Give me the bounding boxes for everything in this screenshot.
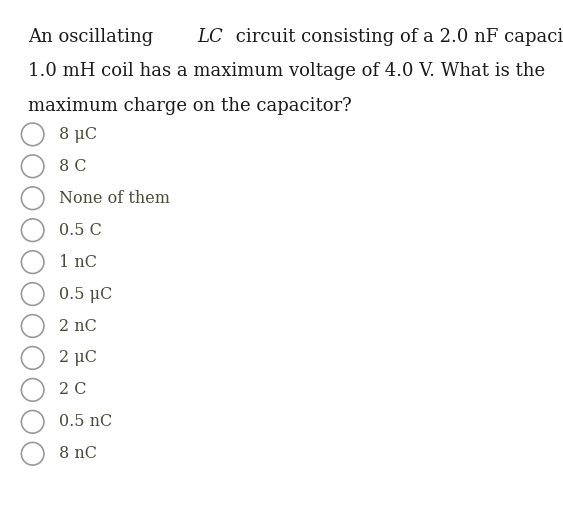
Text: An oscillating: An oscillating: [28, 28, 159, 46]
Text: 2 C: 2 C: [59, 381, 87, 399]
Text: 1 nC: 1 nC: [59, 254, 97, 271]
Text: 1.0 mH coil has a maximum voltage of 4.0 V. What is the: 1.0 mH coil has a maximum voltage of 4.0…: [28, 62, 546, 81]
Text: LC: LC: [197, 28, 223, 46]
Text: 2 nC: 2 nC: [59, 317, 97, 335]
Text: 8 μC: 8 μC: [59, 126, 97, 143]
Text: 0.5 nC: 0.5 nC: [59, 413, 113, 430]
Text: circuit consisting of a 2.0 nF capacitor and a: circuit consisting of a 2.0 nF capacitor…: [230, 28, 563, 46]
Text: 2 μC: 2 μC: [59, 349, 97, 367]
Text: None of them: None of them: [59, 190, 170, 207]
Text: maximum charge on the capacitor?: maximum charge on the capacitor?: [28, 97, 352, 115]
Text: 0.5 μC: 0.5 μC: [59, 285, 113, 303]
Text: 8 C: 8 C: [59, 158, 87, 175]
Text: 0.5 C: 0.5 C: [59, 222, 102, 239]
Text: 8 nC: 8 nC: [59, 445, 97, 462]
